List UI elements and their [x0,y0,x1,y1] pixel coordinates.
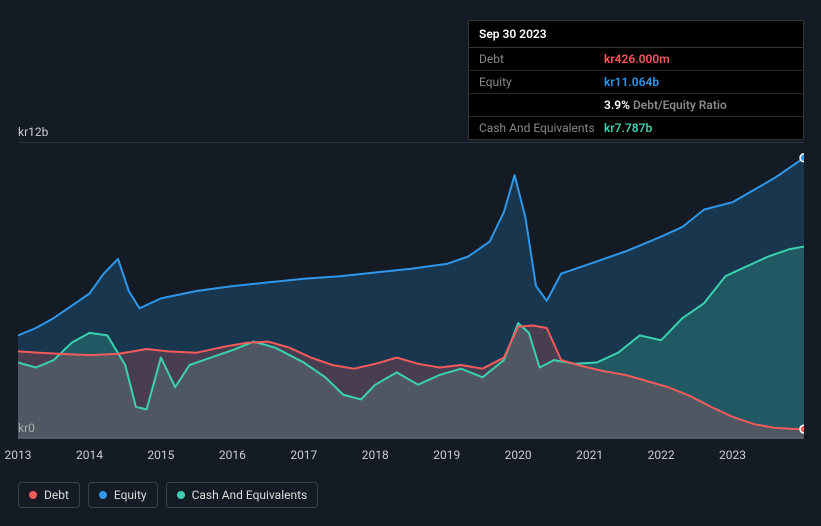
legend-label: Cash And Equivalents [192,488,308,502]
x-axis-label: 2021 [576,448,603,462]
tooltip-row: Debtkr426.000m [469,48,803,71]
tooltip-label: Equity [479,75,604,89]
y-axis-label: kr12b [18,125,66,139]
x-axis-label: 2017 [290,448,317,462]
x-axis-label: 2014 [76,448,103,462]
legend: Debt Equity Cash And Equivalents [18,482,318,508]
tooltip-label: Cash And Equivalents [479,121,604,135]
x-axis-label: 2015 [147,448,174,462]
legend-item-equity[interactable]: Equity [88,482,158,508]
tooltip-value: 3.9% Debt/Equity Ratio [604,98,727,112]
x-axis-label: 2016 [219,448,246,462]
chart-svg [18,143,804,439]
legend-item-cash[interactable]: Cash And Equivalents [166,482,319,508]
x-axis-label: 2018 [362,448,389,462]
x-axis-label: 2020 [505,448,532,462]
tooltip-label: Debt [479,52,604,66]
x-axis-label: 2022 [648,448,675,462]
x-axis-label: 2019 [433,448,460,462]
tooltip-value: kr11.064b [604,75,659,89]
chart-tooltip: Sep 30 2023 Debtkr426.000mEquitykr11.064… [468,20,804,140]
tooltip-row: Equitykr11.064b [469,71,803,94]
tooltip-value: kr7.787b [604,121,652,135]
tooltip-date: Sep 30 2023 [469,21,803,48]
legend-item-debt[interactable]: Debt [18,482,80,508]
x-axis-label: 2023 [719,448,746,462]
legend-dot-icon [99,491,107,499]
end-marker-debt [800,425,804,433]
tooltip-label [479,98,604,112]
tooltip-row: Cash And Equivalentskr7.787b [469,117,803,139]
end-marker-equity [800,154,804,162]
legend-dot-icon [177,491,185,499]
tooltip-row: 3.9% Debt/Equity Ratio [469,94,803,117]
chart-plot-area [18,142,804,438]
legend-dot-icon [29,491,37,499]
x-axis-label: 2013 [5,448,32,462]
legend-label: Equity [114,488,147,502]
tooltip-value: kr426.000m [604,52,670,66]
legend-label: Debt [44,488,69,502]
